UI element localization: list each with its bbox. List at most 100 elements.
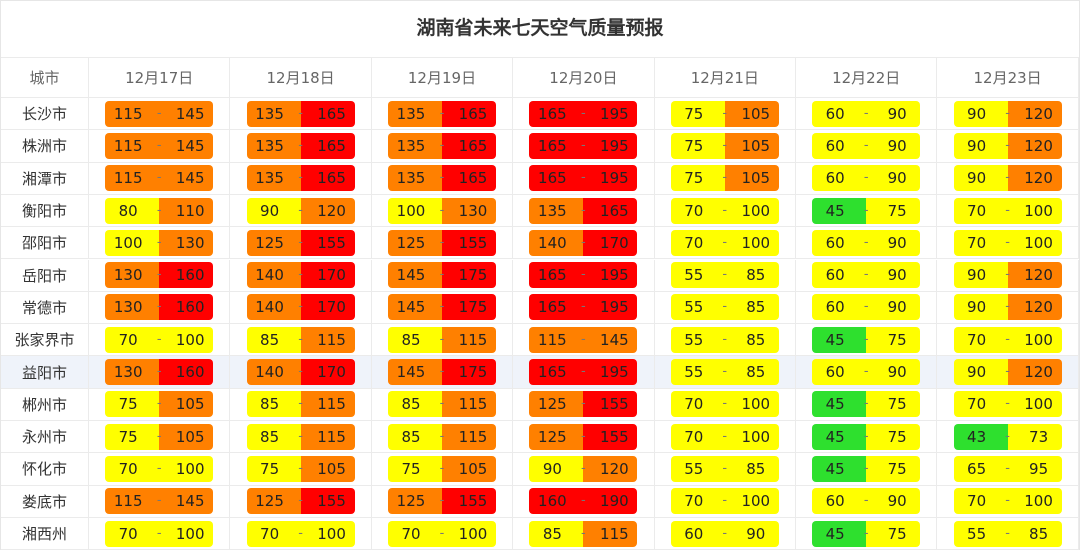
aqi-range: 125 155- xyxy=(246,488,355,515)
aqi-high: 115 xyxy=(300,326,355,353)
aqi-cell: 165 195- xyxy=(513,259,655,292)
header-cell: 城市 xyxy=(1,57,89,98)
aqi-range: 85 115- xyxy=(387,391,496,418)
aqi-high: 95 xyxy=(1007,455,1062,482)
aqi-range: 45 75- xyxy=(812,423,921,450)
aqi-range: 85 115- xyxy=(246,391,355,418)
aqi-range: 70 100- xyxy=(670,229,779,256)
aqi-range: 165 195- xyxy=(529,100,638,127)
separator: - xyxy=(863,460,869,476)
aqi-low: 70 xyxy=(953,229,1008,256)
separator: - xyxy=(439,299,445,315)
aqi-high: 165 xyxy=(300,100,355,127)
aqi-range: 115 145- xyxy=(105,100,214,127)
aqi-low: 140 xyxy=(246,294,301,321)
aqi-low: 70 xyxy=(670,197,725,224)
aqi-high: 100 xyxy=(159,326,214,353)
header-cell: 12月20日 xyxy=(513,57,655,98)
aqi-low: 45 xyxy=(812,423,867,450)
aqi-low: 135 xyxy=(529,197,584,224)
city-cell: 张家界市 xyxy=(1,324,89,357)
aqi-low: 165 xyxy=(529,100,584,127)
separator: - xyxy=(863,267,869,283)
aqi-cell: 75 105- xyxy=(371,453,514,486)
aqi-range: 165 195- xyxy=(529,165,638,192)
aqi-low: 60 xyxy=(812,165,867,192)
aqi-cell: 60 90- xyxy=(796,98,938,131)
aqi-cell: 75 105- xyxy=(654,130,796,163)
aqi-range: 75 105- xyxy=(105,391,214,418)
aqi-low: 115 xyxy=(105,165,160,192)
aqi-cell: 140 170- xyxy=(230,291,372,325)
separator: - xyxy=(439,137,445,153)
separator: - xyxy=(298,460,303,476)
aqi-high: 195 xyxy=(583,100,638,127)
separator: - xyxy=(439,525,445,541)
separator: - xyxy=(439,428,445,444)
aqi-high: 105 xyxy=(441,455,496,482)
aqi-cell: 55 85- xyxy=(937,517,1079,550)
aqi-cell: 165 195- xyxy=(513,291,655,325)
aqi-low: 85 xyxy=(246,391,301,418)
aqi-range: 75 105- xyxy=(670,100,779,127)
aqi-range: 85 115- xyxy=(387,326,496,353)
aqi-range: 70 100- xyxy=(953,391,1062,418)
aqi-high: 195 xyxy=(583,132,638,159)
aqi-range: 45 75- xyxy=(812,455,921,482)
aqi-high: 85 xyxy=(724,294,779,321)
aqi-high: 145 xyxy=(583,326,638,353)
aqi-range: 90 120- xyxy=(953,165,1062,192)
aqi-range: 70 100- xyxy=(953,197,1062,224)
aqi-range: 165 195- xyxy=(529,294,638,321)
aqi-high: 170 xyxy=(300,262,355,289)
aqi-low: 70 xyxy=(670,229,725,256)
aqi-cell: 90 120- xyxy=(937,291,1079,325)
aqi-high: 100 xyxy=(724,229,779,256)
aqi-low: 60 xyxy=(812,132,867,159)
aqi-range: 145 175- xyxy=(387,359,496,386)
aqi-high: 115 xyxy=(441,326,496,353)
aqi-cell: 145 175- xyxy=(371,356,514,389)
aqi-cell: 165 195- xyxy=(513,98,655,131)
aqi-high: 100 xyxy=(1007,391,1062,418)
aqi-high: 100 xyxy=(724,391,779,418)
aqi-range: 135 165- xyxy=(246,132,355,159)
aqi-low: 115 xyxy=(105,132,160,159)
aqi-low: 70 xyxy=(105,520,160,547)
aqi-low: 125 xyxy=(387,229,442,256)
separator: - xyxy=(722,137,728,153)
city-cell: 衡阳市 xyxy=(1,194,89,228)
aqi-low: 75 xyxy=(670,100,725,127)
aqi-cell: 70 100- xyxy=(937,485,1079,518)
separator: - xyxy=(863,105,869,121)
aqi-low: 55 xyxy=(670,359,725,386)
aqi-low: 45 xyxy=(812,520,867,547)
aqi-range: 145 175- xyxy=(387,262,496,289)
aqi-low: 85 xyxy=(387,326,442,353)
aqi-range: 135 165- xyxy=(246,165,355,192)
aqi-cell: 70 100- xyxy=(654,421,796,454)
separator: - xyxy=(1005,170,1010,186)
aqi-low: 60 xyxy=(812,294,867,321)
aqi-low: 85 xyxy=(529,520,584,547)
aqi-high: 115 xyxy=(300,391,355,418)
separator: - xyxy=(722,493,728,509)
separator: - xyxy=(439,460,445,476)
separator: - xyxy=(1005,460,1010,476)
aqi-range: 60 90- xyxy=(812,100,921,127)
separator: - xyxy=(298,170,303,186)
aqi-low: 90 xyxy=(953,165,1008,192)
aqi-range: 90 120- xyxy=(953,359,1062,386)
aqi-low: 75 xyxy=(246,455,301,482)
separator: - xyxy=(863,170,869,186)
aqi-high: 145 xyxy=(159,165,214,192)
separator: - xyxy=(722,525,728,541)
aqi-high: 90 xyxy=(866,165,921,192)
aqi-range: 55 85- xyxy=(670,455,779,482)
aqi-cell: 70 100- xyxy=(371,517,514,550)
separator: - xyxy=(722,428,728,444)
aqi-high: 170 xyxy=(583,229,638,256)
aqi-range: 45 75- xyxy=(812,520,921,547)
aqi-cell: 90 120- xyxy=(230,194,372,228)
aqi-low: 60 xyxy=(670,520,725,547)
